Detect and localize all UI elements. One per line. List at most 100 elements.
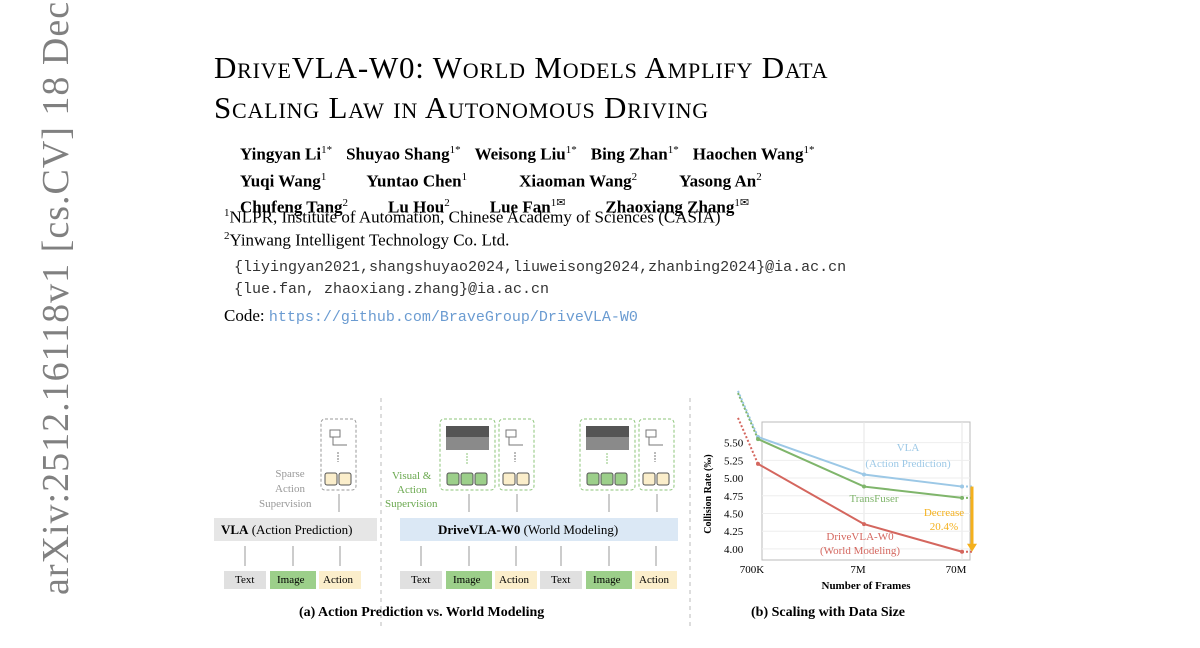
author-name-text: Bing Zhan — [590, 144, 668, 164]
author-name: Zhaoxiang Zhang1✉ — [605, 192, 749, 219]
y-tick-label: 5.25 — [724, 455, 744, 467]
decrease-value: 20.4% — [930, 521, 958, 533]
vla-bar-label-rest: (Action Prediction) — [248, 522, 353, 537]
vla-output-box — [320, 418, 357, 491]
token-image-label-b2: Image — [593, 574, 621, 586]
series-label-w0: DriveVLA-W0 — [826, 531, 894, 543]
author-name: Bing Zhan1* — [591, 139, 679, 166]
vla-action-token-2 — [338, 472, 352, 486]
author-sup: 1* — [449, 144, 461, 156]
token-text-b1 — [400, 571, 442, 589]
w0-bar-label-bold: DriveVLA-W0 — [438, 522, 521, 537]
series-lead-1 — [737, 392, 759, 440]
w0-group-2 — [498, 418, 535, 491]
series-point-1-1 — [862, 484, 866, 489]
y-tick-label: 5.50 — [724, 438, 744, 450]
affiliation-1-sup: 1 — [224, 207, 230, 219]
author-name: Yuqi Wang1 — [240, 166, 326, 193]
author-name: Xiaoman Wang2 — [519, 166, 637, 193]
author-name-text: Lue Fan — [489, 197, 551, 217]
y-tick-label: 4.00 — [724, 544, 744, 556]
x-tick-label: 7M — [850, 564, 866, 576]
w0-bar — [400, 518, 678, 541]
y-tick-label: 4.50 — [724, 508, 744, 520]
title-line-2: Scaling Law in Autonomous Driving — [214, 90, 709, 125]
author-name: Chufeng Tang2 — [240, 192, 348, 219]
author-sup: 1* — [803, 144, 815, 156]
title-line-1: DriveVLA-W0: World Models Amplify Data — [214, 50, 829, 85]
author-name-text: Zhaoxiang Zhang — [605, 197, 735, 217]
series-label-w0-2: (World Modeling) — [820, 545, 900, 557]
decrease-arrow-head — [967, 543, 977, 552]
affiliation-1: 1NLPR, Institute of Automation, Chinese … — [224, 207, 721, 228]
affiliation-2: 2Yinwang Intelligent Technology Co. Ltd. — [224, 230, 509, 251]
author-name-text: Yuntao Chen — [366, 171, 462, 191]
author-name: Haochen Wang1* — [693, 139, 815, 166]
y-tick-label: 4.25 — [724, 526, 744, 538]
w0-group-4 — [638, 418, 675, 491]
token-action-b2 — [635, 571, 677, 589]
chart-frame — [761, 421, 971, 561]
author-sup: 2 — [342, 197, 349, 210]
sparse-l3: Supervision — [259, 498, 312, 510]
author-name-text: Haochen Wang — [692, 144, 804, 164]
token-action-b1 — [495, 571, 537, 589]
vla-trajectory-icon — [329, 429, 347, 462]
author-name-text: Yuqi Wang — [240, 171, 321, 191]
vla-bar-label: VLA (Action Prediction) — [221, 522, 352, 538]
author-row-1: Yingyan Li1* Shuyao Shang1* Weisong Liu1* B… — [240, 139, 814, 166]
series-label-vla: VLA — [897, 442, 920, 454]
series-point-0-1 — [862, 472, 866, 477]
token-action-a — [319, 571, 361, 589]
series-lead-0 — [737, 390, 759, 438]
email-line-2: {lue.fan, zhaoxiang.zhang}@ia.ac.cn — [234, 281, 550, 298]
series-label-transfuser: TransFuser — [849, 493, 898, 505]
decrease-label: Decrease — [924, 507, 964, 519]
visual-l1: Visual & — [392, 470, 432, 482]
y-tick-label: 5.00 — [724, 473, 744, 485]
series-lead-2 — [737, 417, 759, 465]
series-point-2-0 — [756, 461, 760, 466]
x-tick-label: 700K — [740, 564, 765, 576]
author-sup: 1* — [565, 144, 577, 156]
caption-b: (b) Scaling with Data Size — [751, 605, 905, 620]
token-image-label-b1: Image — [453, 574, 481, 586]
token-action-label-b1: Action — [499, 574, 529, 586]
author-row-3: Chufeng Tang2 Lu Hou2 Lue Fan1✉ Zhaoxiang Z… — [240, 192, 814, 219]
token-text-label-b1: Text — [411, 574, 431, 586]
paper-title: DriveVLA-W0: World Models Amplify Data S… — [214, 48, 828, 128]
author-sup: 1* — [667, 144, 679, 156]
scaling-chart: 5.50 5.25 5.00 4.75 4.50 4.25 4.00 700K 7M 70M Num… — [703, 390, 977, 592]
y-axis-label: Collision Rate (‰) — [703, 454, 714, 533]
author-name: Shuyao Shang1* — [346, 139, 460, 166]
sparse-label: Sparse — [272, 468, 308, 480]
token-image-b2 — [586, 571, 632, 589]
visual-l2: Action — [397, 484, 427, 496]
token-action-label-a: Action — [323, 574, 353, 586]
email-line-1: {liyingyan2021,shangshuyao2024,liuweison… — [234, 259, 847, 276]
w0-bar-label-rest: (World Modeling) — [520, 522, 619, 537]
token-action-label-b2: Action — [639, 574, 669, 586]
x-tick-label: 70M — [946, 564, 967, 576]
author-name-text: Xiaoman Wang — [519, 171, 632, 191]
x-axis-label: Number of Frames — [822, 580, 912, 592]
token-image-b1 — [446, 571, 492, 589]
author-sup: 2 — [444, 197, 450, 210]
token-image-a — [270, 571, 316, 589]
author-name-text: Lu Hou — [388, 197, 445, 217]
visual-l3: Supervision — [385, 498, 438, 510]
series-point-1-0 — [756, 437, 760, 442]
author-sup: 2 — [756, 170, 762, 183]
author-list: Yingyan Li1* Shuyao Shang1* Weisong Liu1* B… — [240, 139, 814, 219]
author-name-text: Yasong An — [679, 171, 757, 191]
author-name: Lu Hou2 — [388, 192, 450, 219]
token-text-label-b2: Text — [551, 574, 571, 586]
author-name-text: Chufeng Tang — [240, 197, 343, 217]
vla-bar — [214, 518, 377, 541]
author-sup: 1 — [320, 170, 327, 183]
series-label-vla-2: (Action Prediction) — [865, 458, 951, 470]
code-label: Code: — [224, 306, 265, 325]
code-link[interactable]: https://github.com/BraveGroup/DriveVLA-W… — [268, 309, 638, 326]
token-text-label-a: Text — [235, 574, 255, 586]
